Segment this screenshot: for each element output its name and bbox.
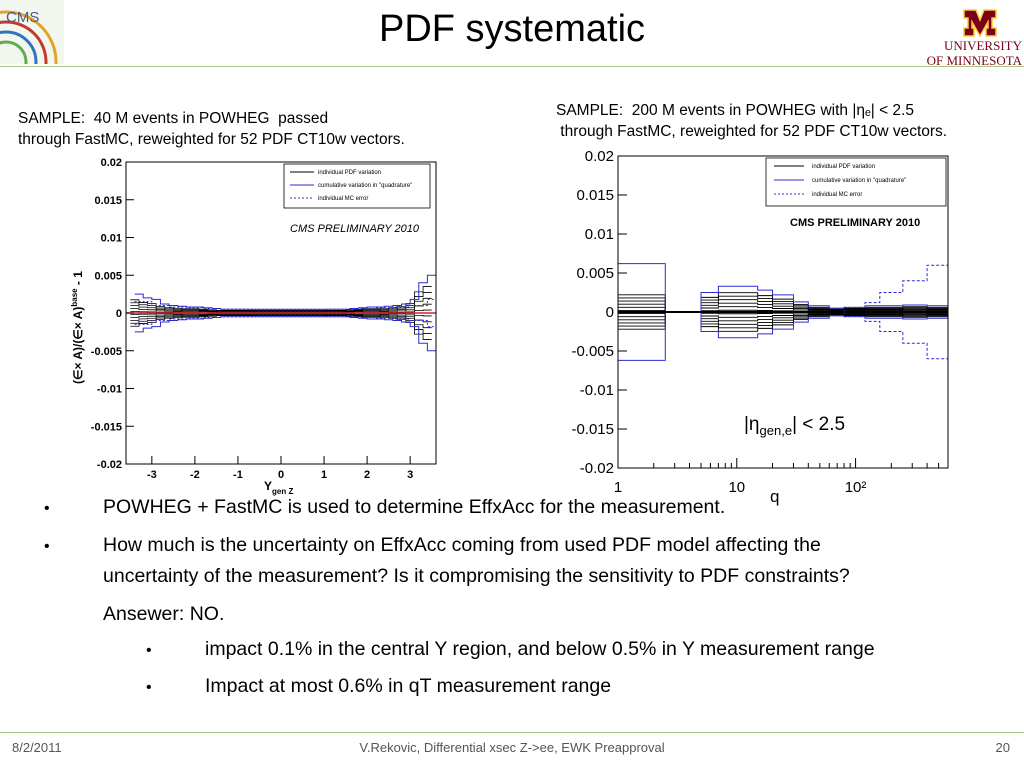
pdf-variation-line: [130, 314, 432, 334]
y-tick-label: -0.01: [97, 384, 122, 396]
bullet-text: impact 0.1% in the central Y region, and…: [205, 638, 875, 660]
qt-uncertainty-chart: individual PDF variation cumulative vari…: [571, 148, 949, 506]
y-tick-label: -0.005: [91, 346, 122, 358]
pdf-variation-line: [618, 311, 948, 322]
preliminary-label: CMS PRELIMINARY 2010: [290, 223, 420, 235]
chart-legend: individual PDF variation cumulative vari…: [283, 163, 431, 209]
pdf-variation-line: [618, 292, 948, 313]
cms-logo: CMS: [0, 0, 64, 114]
bullet-dot: •: [44, 500, 50, 517]
x-tick-label: 10²: [845, 479, 867, 496]
mc-error-band-line: [134, 298, 436, 311]
mc-error-band-line: [134, 315, 436, 328]
pdf-variation-line: [130, 303, 432, 313]
pdf-variation-line: [618, 311, 948, 325]
legend-entry-mc-error: individual MC error: [812, 192, 862, 198]
footer-date: 8/2/2011: [12, 740, 62, 755]
y-tick-label: 0.02: [585, 148, 614, 165]
y-tick-label: 0.015: [576, 187, 614, 204]
bullet-1: • POWHEG + FastMC is used to determine E…: [44, 494, 725, 522]
x-tick-label: 3: [407, 469, 413, 481]
pdf-variation-line: [130, 297, 432, 312]
slide-title: PDF systematic: [378, 8, 646, 50]
bullet-dot: •: [44, 538, 50, 555]
bullet-text: Impact at most 0.6% in qT measurement ra…: [205, 675, 612, 697]
footer-page-number: 20: [995, 740, 1010, 755]
legend-entry-pdf: individual PDF variation: [318, 170, 381, 176]
x-axis-label: q: [770, 487, 779, 506]
x-tick-label: -3: [147, 469, 157, 481]
sample-description-right: SAMPLE: 200 M events in POWHEG with |ηₑ|…: [556, 102, 948, 140]
legend-entry-mc-error: individual MC error: [318, 196, 368, 202]
chart-legend: individual PDF variation cumulative vari…: [765, 157, 947, 207]
y-tick-label: -0.005: [571, 343, 614, 360]
x-tick-label: -1: [233, 469, 243, 481]
x-tick-label: -2: [190, 469, 200, 481]
x-tick-label: 1: [614, 479, 622, 496]
x-axis-label: Ygen Z: [264, 479, 293, 496]
quadrature-band-line: [134, 316, 436, 352]
quadrature-band-line: [618, 263, 948, 313]
university-logo: UNIVERSITY OF MINNESOTA: [926, 6, 1024, 68]
preliminary-label: CMS PRELIMINARY 2010: [790, 217, 920, 229]
pdf-variation-line: [130, 314, 432, 329]
y-tick-label: 0.01: [585, 226, 614, 243]
mc-error-band-line: [618, 311, 948, 360]
y-tick-label: -0.015: [91, 421, 122, 433]
footer-divider: [0, 732, 1024, 733]
bullet-dot: •: [146, 642, 152, 659]
x-tick-label: 10: [728, 479, 745, 496]
pdf-variation-line: [130, 313, 432, 323]
answer-line: Ansewer: NO.: [103, 603, 225, 625]
pdf-variation-line: [618, 302, 948, 313]
pdf-variation-line: [618, 295, 948, 313]
y-tick-label: 0: [606, 304, 614, 321]
y-tick-label: 0.02: [101, 157, 122, 169]
y-tick-label: -0.015: [571, 421, 614, 438]
quadrature-band-line: [134, 274, 436, 310]
bullet-dot: •: [146, 679, 152, 696]
pdf-variation-line: [618, 311, 948, 329]
sub-bullet-1: • impact 0.1% in the central Y region, a…: [146, 636, 875, 664]
bullet-text: How much is the uncertainty on EffxAcc c…: [103, 534, 821, 556]
bullet-2: • How much is the uncertainty on EffxAcc…: [44, 532, 821, 560]
quadrature-band-line: [618, 311, 948, 361]
y-tick-label: 0.01: [101, 233, 122, 245]
eta-cut-label: |ηgen,e| < 2.5: [744, 414, 845, 438]
y-tick-label: 0.005: [94, 270, 122, 282]
pdf-variation-line: [130, 286, 432, 311]
rapidity-uncertainty-chart: individual PDF variation cumulative vari…: [70, 157, 437, 496]
footer-title: V.Rekovic, Differential xsec Z->ee, EWK …: [359, 740, 665, 755]
y-axis-label: (∈× A)/(∈× A)base - 1: [70, 271, 85, 384]
pdf-variation-line: [618, 306, 948, 313]
y-tick-label: 0.015: [94, 195, 122, 207]
x-tick-label: 1: [321, 469, 327, 481]
mc-error-band-line: [618, 264, 948, 313]
legend-entry-pdf: individual PDF variation: [812, 164, 875, 170]
pdf-variation-line: [618, 311, 948, 318]
pdf-variation-line: [618, 299, 948, 313]
sub-bullet-2: • Impact at most 0.6% in qT measurement …: [146, 673, 611, 701]
x-tick-label: 0: [278, 469, 284, 481]
x-tick-label: 2: [364, 469, 370, 481]
pdf-variation-line: [130, 292, 432, 312]
y-tick-label: -0.02: [97, 459, 122, 471]
pdf-variation-line: [130, 315, 432, 340]
y-tick-label: 0.005: [576, 265, 614, 282]
university-name-line2: OF MINNESOTA: [926, 53, 1022, 68]
y-tick-label: -0.02: [580, 460, 614, 477]
y-tick-label: -0.01: [580, 382, 614, 399]
pdf-variation-line: [618, 311, 948, 332]
sample-description-left: SAMPLE: 40 M events in POWHEG passed thr…: [18, 110, 405, 148]
legend-entry-quadrature: cumulative variation in "quadrature": [318, 183, 412, 189]
title-divider: [0, 66, 1024, 67]
bullet-2-continued: uncertainty of the measurement? Is it co…: [103, 565, 850, 587]
cms-logo-text: CMS: [6, 9, 39, 26]
bullet-text: POWHEG + FastMC is used to determine Eff…: [103, 496, 726, 518]
university-name-line1: UNIVERSITY: [944, 38, 1022, 53]
legend-entry-quadrature: cumulative variation in "quadrature": [812, 178, 906, 184]
y-tick-label: 0: [116, 308, 122, 320]
